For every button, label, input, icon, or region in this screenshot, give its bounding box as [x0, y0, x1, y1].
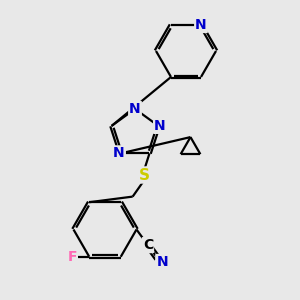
Text: N: N — [113, 146, 125, 161]
Text: N: N — [156, 255, 168, 269]
Text: N: N — [154, 119, 166, 133]
Text: C: C — [143, 238, 153, 252]
Text: S: S — [139, 167, 150, 182]
Text: F: F — [68, 250, 77, 264]
Text: N: N — [129, 102, 141, 116]
Text: N: N — [195, 18, 207, 32]
